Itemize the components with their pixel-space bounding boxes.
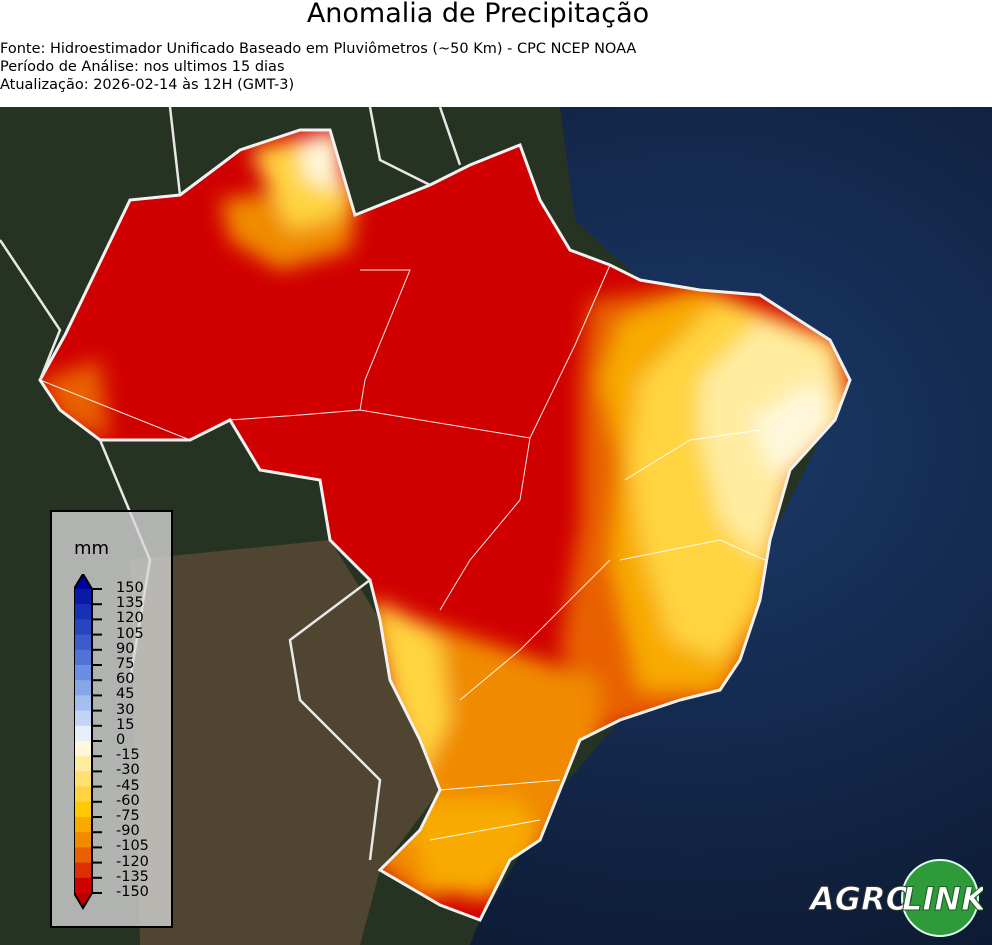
colorbar-tick-label: -45: [116, 777, 140, 794]
updated-text: Atualização: 2026-02-14 às 12H (GMT-3): [0, 77, 295, 93]
colorbar-segment: [74, 832, 92, 848]
colorbar-tick-label: -60: [116, 792, 140, 809]
colorbar-segment: [74, 817, 92, 833]
colorbar-tick-label: 75: [116, 656, 135, 672]
colorbar-tick-label: 60: [116, 671, 135, 688]
colorbar-segment: [74, 604, 92, 620]
colorbar-tick-label: 30: [116, 701, 135, 718]
colorbar: [74, 574, 102, 910]
state-borders: [39, 264, 766, 841]
colorbar-segment: [74, 619, 92, 636]
colorbar-segment: [74, 725, 92, 742]
colorbar-tick-label: 15: [116, 716, 135, 733]
colorbar-segment: [74, 847, 92, 864]
agrolink-logo: AGRO LINK: [808, 859, 983, 937]
colorbar-segment: [74, 862, 92, 879]
colorbar-tick-label: -120: [116, 853, 149, 870]
colorbar-segment: [74, 786, 92, 803]
colorbar-segment: [74, 801, 92, 818]
colorbar-segment: [74, 771, 92, 788]
colorbar-legend: mm 150 135 120 105 90 75 60 45 30 15 0 -15 -30 -45 -60…: [50, 510, 173, 928]
colorbar-segment: [74, 665, 92, 681]
colorbar-tick-label: 45: [116, 686, 135, 703]
svg-text:LINK: LINK: [902, 880, 983, 918]
colorbar-segment: [74, 741, 92, 757]
source-text: Fonte: Hidroestimador Unificado Baseado …: [0, 41, 637, 57]
colorbar-tick-label: -75: [116, 808, 140, 824]
colorbar-tick-label: 90: [116, 640, 135, 657]
map-title: Anomalia de Precipitação: [306, 0, 650, 29]
land-andes-region: [130, 540, 440, 945]
period-text: Período de Análise: nos ultimos 15 dias: [0, 59, 285, 75]
svg-text:AGRO: AGRO: [808, 880, 913, 918]
colorbar-tick-label: 0: [116, 732, 126, 748]
colorbar-tick-label: -105: [116, 838, 149, 855]
colorbar-tick-label: -30: [116, 762, 140, 779]
colorbar-tick-label: -90: [116, 823, 140, 840]
colorbar-tick-label: 120: [116, 610, 144, 627]
colorbar-segment: [74, 634, 92, 651]
colorbar-min-extend: [74, 893, 92, 908]
colorbar-tick-label: 150: [116, 580, 144, 596]
colorbar-tick-label: 135: [116, 595, 144, 612]
colorbar-segment: [74, 589, 92, 605]
colorbar-segment: [74, 877, 92, 894]
precipitation-anomaly-map: [0, 107, 992, 945]
colorbar-segment: [74, 680, 92, 696]
colorbar-segment: [74, 710, 92, 727]
colorbar-max-extend: [74, 574, 92, 589]
colorbar-segment: [74, 649, 92, 666]
colorbar-segment: [74, 695, 92, 712]
colorbar-tick-label: -135: [116, 868, 149, 885]
legend-unit: mm: [74, 538, 110, 559]
colorbar-tick-label: 105: [116, 625, 144, 642]
colorbar-segment: [74, 756, 92, 772]
colorbar-tick-label: -15: [116, 747, 140, 764]
colorbar-tick-label: -150: [116, 884, 149, 900]
